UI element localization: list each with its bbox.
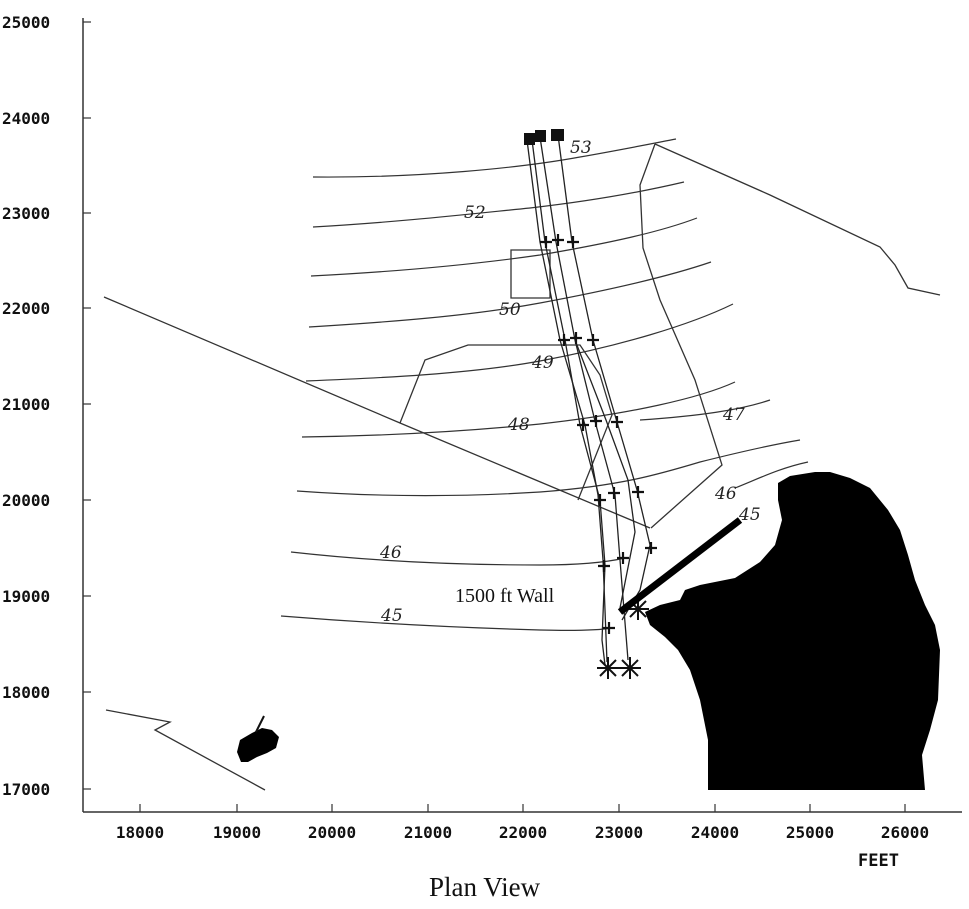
- inner-polygon: [399, 344, 613, 501]
- x-tick-label: 25000: [786, 823, 834, 842]
- contour-46: [290, 551, 626, 566]
- well-heads: [524, 129, 564, 145]
- well-head-square: [535, 130, 546, 142]
- x-tick-label: 20000: [308, 823, 356, 842]
- contour-51: [310, 217, 698, 277]
- contour-47: [639, 399, 771, 421]
- y-tick-label: 25000: [2, 13, 50, 32]
- asterisk-marker: [619, 657, 641, 679]
- cross-marker: [594, 494, 606, 506]
- contour-53: [312, 138, 677, 178]
- contour-label: 50: [499, 300, 521, 320]
- cross-marker: [611, 416, 623, 428]
- y-tick-label: 18000: [2, 683, 50, 702]
- y-tick-label: 23000: [2, 204, 50, 223]
- contour-49: [305, 303, 734, 382]
- cross-marker: [598, 560, 610, 572]
- contour-label: 46: [379, 543, 402, 563]
- contour-label: 47: [722, 405, 745, 425]
- asterisk-marker: [627, 598, 649, 620]
- y-tick-label: 17000: [2, 780, 50, 799]
- y-tick-label: 21000: [2, 395, 50, 414]
- cross-markers: [540, 234, 657, 634]
- contour-46-upper: [296, 439, 801, 497]
- cross-marker: [540, 236, 552, 248]
- well-trace: [531, 139, 606, 666]
- cross-marker: [632, 486, 644, 498]
- x-tick-label: 22000: [499, 823, 547, 842]
- asterisk-marker: [597, 657, 619, 679]
- cross-marker: [608, 487, 620, 499]
- well-head-square: [551, 129, 564, 141]
- cross-marker: [617, 552, 629, 564]
- long-diagonal-boundary: [103, 296, 651, 529]
- well-connector: [574, 339, 636, 609]
- y-tick-label: 19000: [2, 587, 50, 606]
- y-ticks: [83, 21, 91, 790]
- x-tick-label: 18000: [116, 823, 164, 842]
- wall-label: 1500 ft Wall: [455, 585, 555, 607]
- contour-label: 48: [507, 415, 530, 435]
- well-trace: [557, 134, 651, 621]
- contour-label: 53: [570, 138, 592, 158]
- x-tick-label: 23000: [595, 823, 643, 842]
- cross-marker: [603, 622, 615, 634]
- contour-label: 46: [714, 484, 737, 504]
- contour-lines: [280, 138, 809, 631]
- southwest-line: [105, 709, 266, 791]
- asterisk-markers: [597, 598, 649, 679]
- contour-label: 45: [380, 606, 403, 626]
- y-tick-label: 24000: [2, 109, 50, 128]
- x-tick-label: 21000: [404, 823, 452, 842]
- y-tick-label: 20000: [2, 491, 50, 510]
- x-tick-label: 26000: [881, 823, 929, 842]
- cross-marker: [590, 415, 602, 427]
- wall-1500ft: [617, 517, 743, 615]
- contour-label: 49: [531, 353, 554, 373]
- black-landmass: [645, 472, 940, 790]
- contour-50: [308, 261, 712, 328]
- contour-label: 45: [738, 505, 761, 525]
- x-tick-label: 19000: [213, 823, 261, 842]
- y-tick-label: 22000: [2, 299, 50, 318]
- well-head-square: [524, 133, 535, 145]
- well-trace: [539, 136, 629, 661]
- contour-48: [301, 381, 736, 438]
- small-square: [510, 249, 551, 299]
- contour-52: [312, 181, 685, 228]
- x-ticks: [139, 804, 906, 812]
- well-trace: [526, 139, 608, 663]
- cross-marker: [558, 334, 570, 346]
- contour-45: [280, 615, 613, 631]
- well-traces: [526, 134, 651, 666]
- unit-label: FEET: [858, 851, 899, 871]
- x-tick-label: 24000: [691, 823, 739, 842]
- contour-label: 52: [464, 203, 486, 223]
- figure-caption: Plan View: [428, 872, 541, 902]
- cross-marker: [577, 419, 589, 431]
- small-island: [237, 728, 279, 762]
- contour-45-coast: [734, 461, 809, 489]
- island-stem: [255, 715, 265, 733]
- cross-marker: [587, 334, 599, 346]
- cross-marker: [645, 542, 657, 554]
- boundary-lines: [103, 143, 941, 791]
- cross-marker: [552, 234, 564, 246]
- upper-site-boundary: [639, 143, 723, 529]
- cross-marker: [567, 236, 579, 248]
- northeast-boundary: [654, 143, 941, 296]
- cross-marker: [570, 332, 582, 344]
